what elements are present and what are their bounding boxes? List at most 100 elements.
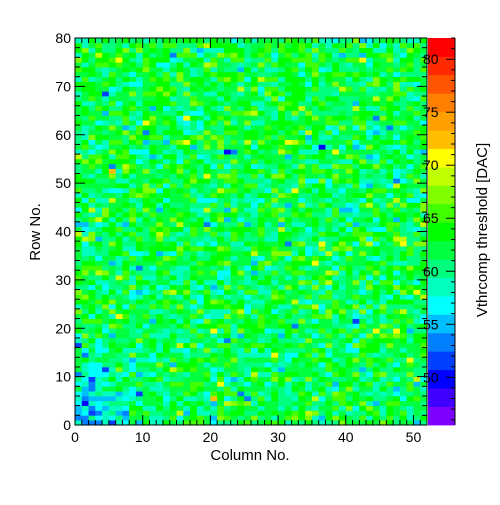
heatmap-cell: [366, 400, 374, 406]
heatmap-cell: [135, 366, 144, 373]
heatmap-cell: [142, 366, 150, 373]
heatmap-cell: [149, 67, 157, 73]
heatmap-cell: [399, 144, 408, 150]
heatmap-cell: [372, 173, 380, 179]
heatmap-cell: [406, 178, 414, 184]
heatmap-cell: [305, 415, 313, 421]
heatmap-cell: [169, 139, 177, 145]
heatmap-cell: [278, 71, 286, 78]
heatmap-cell: [135, 207, 144, 213]
heatmap-cell: [386, 96, 394, 102]
heatmap-cell: [102, 47, 110, 53]
heatmap-cell: [251, 105, 259, 111]
heatmap-cell: [217, 270, 225, 276]
heatmap-cell: [311, 308, 320, 315]
heatmap-cell: [291, 400, 299, 406]
heatmap-cell: [278, 265, 286, 271]
heatmap-cell: [339, 57, 347, 63]
heatmap-cell: [251, 139, 259, 145]
heatmap-cell: [149, 139, 157, 145]
heatmap-cell: [115, 71, 123, 78]
heatmap-cell: [413, 226, 421, 232]
heatmap-cell: [149, 405, 157, 411]
heatmap-cell: [339, 362, 347, 368]
heatmap-cell: [244, 260, 252, 266]
heatmap-cell: [372, 366, 380, 373]
heatmap-cell: [318, 81, 326, 87]
heatmap-cell: [379, 395, 387, 402]
heatmap-cell: [135, 110, 144, 116]
heatmap-cell: [332, 96, 340, 102]
heatmap-cell: [237, 318, 245, 324]
heatmap-cell: [115, 226, 123, 232]
colorbar: [428, 38, 455, 426]
heatmap-cell: [305, 163, 313, 169]
heatmap-cell: [305, 42, 313, 49]
heatmap-cell: [190, 391, 198, 397]
heatmap-cell: [122, 265, 130, 271]
heatmap-cell: [359, 308, 367, 315]
heatmap-cell: [223, 81, 232, 87]
heatmap-cell: [196, 376, 204, 382]
heatmap-cell: [311, 52, 320, 58]
heatmap-cell: [183, 125, 191, 131]
heatmap-cell: [210, 96, 218, 102]
heatmap-cell: [237, 246, 245, 252]
heatmap-cell: [122, 246, 130, 252]
heatmap-cell: [230, 289, 238, 295]
heatmap-cell: [399, 284, 408, 290]
heatmap-cell: [135, 149, 144, 155]
heatmap-cell: [325, 270, 333, 276]
heatmap-cell: [129, 371, 137, 377]
heatmap-cell: [230, 81, 238, 87]
heatmap-cell: [251, 207, 259, 213]
heatmap-cell: [230, 265, 238, 271]
heatmap-cell: [311, 212, 320, 218]
heatmap-cell: [223, 105, 232, 111]
heatmap-cell: [420, 207, 428, 213]
heatmap-cell: [156, 342, 164, 348]
heatmap-cell: [386, 279, 394, 286]
heatmap-cell: [332, 52, 340, 58]
heatmap-cell: [393, 67, 401, 73]
heatmap-cell: [264, 342, 272, 348]
heatmap-cell: [311, 76, 320, 82]
heatmap-cell: [237, 313, 245, 319]
heatmap-cell: [406, 420, 414, 426]
heatmap-cell: [311, 260, 320, 266]
heatmap-cell: [230, 294, 238, 300]
heatmap-cell: [190, 371, 198, 377]
heatmap-cell: [210, 183, 218, 189]
heatmap-cell: [420, 168, 428, 174]
heatmap-cell: [386, 241, 394, 247]
heatmap-cell: [81, 381, 89, 387]
heatmap-cell: [135, 337, 144, 344]
heatmap-cell: [183, 318, 191, 324]
heatmap-cell: [332, 207, 340, 213]
heatmap-cell: [257, 308, 265, 315]
heatmap-cell: [203, 420, 211, 426]
heatmap-cell: [291, 376, 299, 382]
heatmap-cell: [257, 62, 265, 68]
heatmap-cell: [129, 100, 137, 107]
heatmap-cell: [217, 212, 225, 218]
heatmap-cell: [230, 173, 238, 179]
heatmap-cell: [142, 318, 150, 324]
heatmap-cell: [345, 71, 353, 78]
heatmap-cell: [386, 420, 394, 426]
heatmap-cell: [244, 366, 252, 373]
heatmap-cell: [399, 168, 408, 174]
heatmap-cell: [176, 323, 184, 329]
heatmap-cell: [210, 192, 218, 198]
heatmap-cell: [237, 42, 245, 49]
heatmap-cell: [325, 260, 333, 266]
heatmap-cell: [176, 299, 184, 305]
heatmap-cell: [366, 313, 374, 319]
heatmap-cell: [81, 149, 89, 155]
heatmap-cell: [305, 226, 313, 232]
heatmap-cell: [298, 52, 306, 58]
heatmap-cell: [176, 168, 184, 174]
heatmap-cell: [163, 86, 171, 92]
heatmap-cell: [298, 183, 306, 189]
heatmap-cell: [230, 260, 238, 266]
